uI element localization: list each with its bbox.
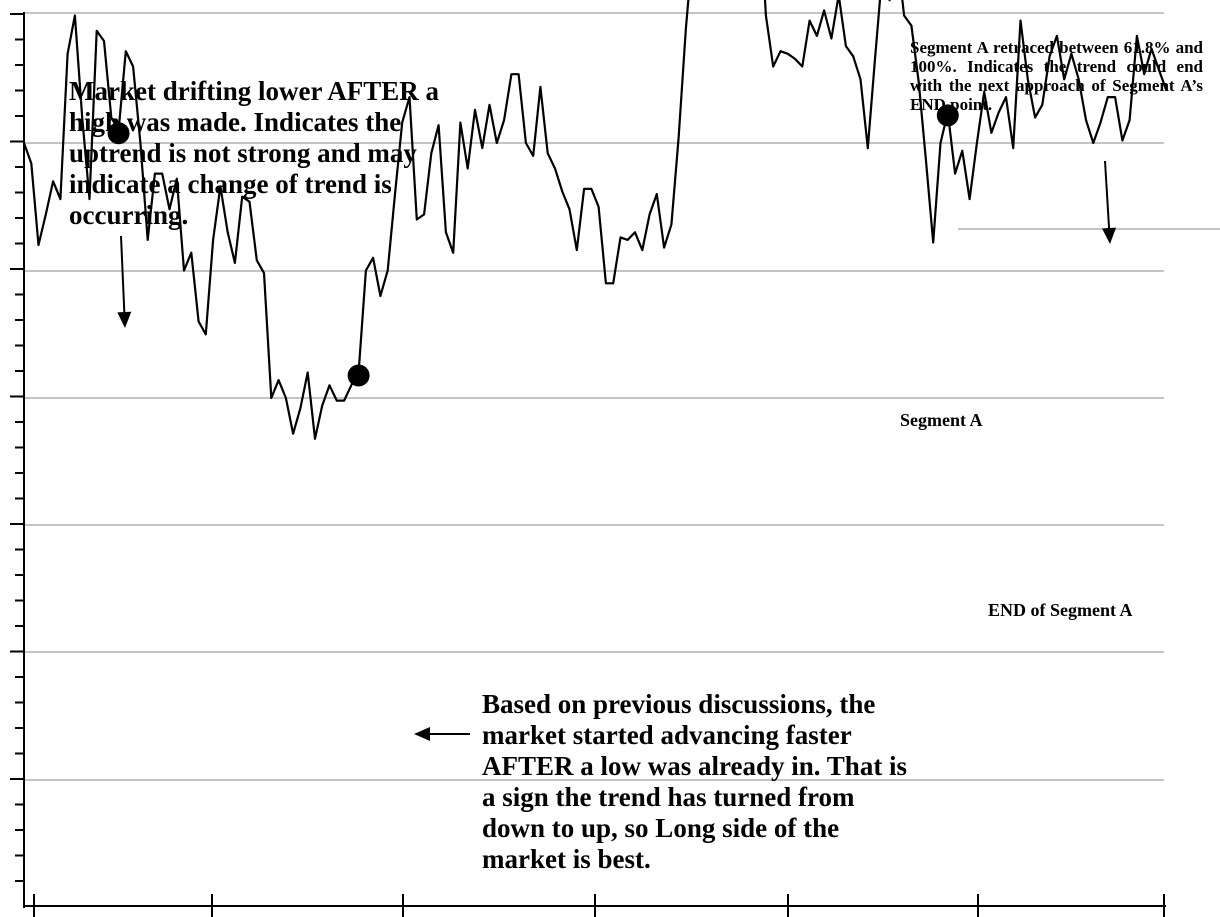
arrow-to-low	[414, 727, 470, 741]
annotation-market-advancing: Based on previous discussions, the marke…	[482, 689, 922, 875]
annotation-market-drifting-lower: Market drifting lower AFTER a high was m…	[69, 76, 459, 231]
arrow-to-retrace-peak	[1102, 161, 1116, 244]
arrow-shaft	[1105, 161, 1109, 228]
low-marker-dot	[348, 365, 370, 387]
arrow-head	[414, 727, 430, 741]
annotation-segment-a-retraced: Segment A retraced between 61.8% and 100…	[910, 38, 1203, 114]
arrow-head	[1102, 228, 1116, 244]
arrow-head	[117, 312, 131, 328]
label-segment-a: Segment A	[900, 410, 983, 430]
label-end-of-segment-a: END of Segment A	[988, 600, 1133, 620]
arrow-to-high	[117, 236, 131, 328]
arrow-shaft	[121, 236, 124, 312]
